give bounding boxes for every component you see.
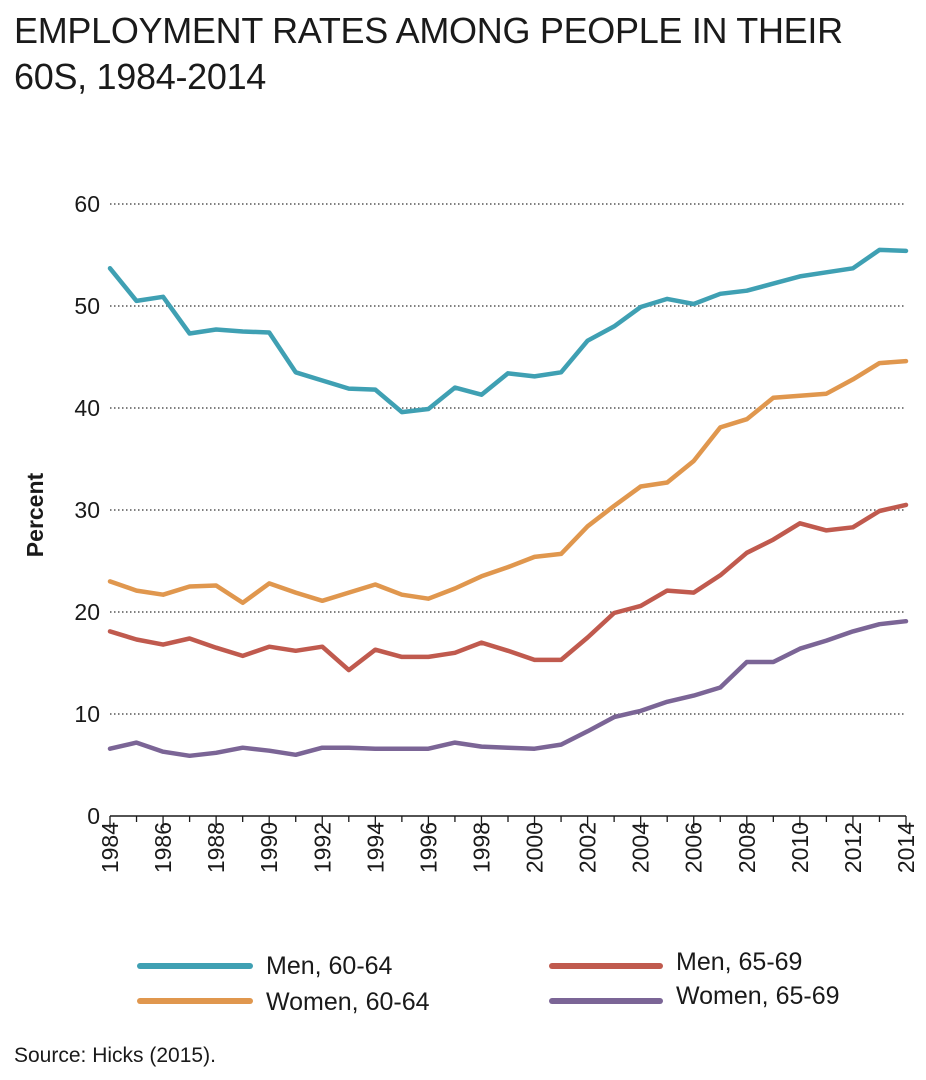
series-line-men-65-69 — [107, 502, 909, 673]
legend: Men, 60-64 Men, 65-69 Women, 60-64 Women, 6… — [137, 948, 840, 1016]
y-tick-label: 40 — [74, 395, 100, 421]
y-tick-label: 50 — [74, 293, 100, 319]
y-tick-label: 30 — [74, 497, 100, 523]
y-tick-label: 20 — [74, 599, 100, 625]
series-line-women-65-69 — [107, 618, 909, 759]
x-tick-label: 1984 — [97, 822, 123, 873]
chart-title: EMPLOYMENT RATES AMONG PEOPLE IN THEIR 6… — [14, 10, 843, 97]
x-tick-labels: 1984 1986 1988 1990 1992 1994 1996 1998 2000 2002… — [97, 822, 919, 873]
x-tick-label: 1986 — [150, 822, 176, 873]
series-lines — [107, 247, 909, 759]
legend-label-women-65-69: Women, 65-69 — [676, 982, 840, 1010]
y-tick-label: 60 — [74, 191, 100, 217]
y-tick-labels: 0 10 20 30 40 50 60 — [74, 191, 100, 829]
x-tick-label: 1998 — [468, 822, 494, 873]
x-tick-label: 1992 — [309, 822, 335, 873]
legend-label-men-60-64: Men, 60-64 — [266, 952, 393, 980]
source-note: Source: Hicks (2015). — [14, 1044, 216, 1067]
y-tick-label: 10 — [74, 701, 100, 727]
x-tick-label: 2008 — [734, 822, 760, 873]
series-line-women-60-64 — [107, 358, 909, 606]
x-tick-label: 1996 — [415, 822, 441, 873]
x-tick-label: 1990 — [256, 822, 282, 873]
gridlines — [110, 203, 906, 715]
legend-label-men-65-69: Men, 65-69 — [676, 948, 802, 976]
y-tick-label: 0 — [87, 803, 100, 829]
x-tick-label: 2006 — [681, 822, 707, 873]
x-tick-label: 2002 — [575, 822, 601, 873]
axes — [109, 815, 907, 828]
series-line-men-60-64 — [107, 247, 909, 415]
x-tick-label: 1994 — [362, 822, 388, 873]
y-axis-label: Percent — [22, 472, 48, 557]
x-tick-label: 1988 — [203, 822, 229, 873]
x-tick-label: 2014 — [893, 822, 919, 873]
x-tick-label: 2004 — [628, 822, 654, 873]
x-tick-label: 2010 — [787, 822, 813, 873]
x-tick-label: 2012 — [840, 822, 866, 873]
x-tick-label: 2000 — [522, 822, 548, 873]
legend-label-women-60-64: Women, 60-64 — [266, 988, 430, 1016]
